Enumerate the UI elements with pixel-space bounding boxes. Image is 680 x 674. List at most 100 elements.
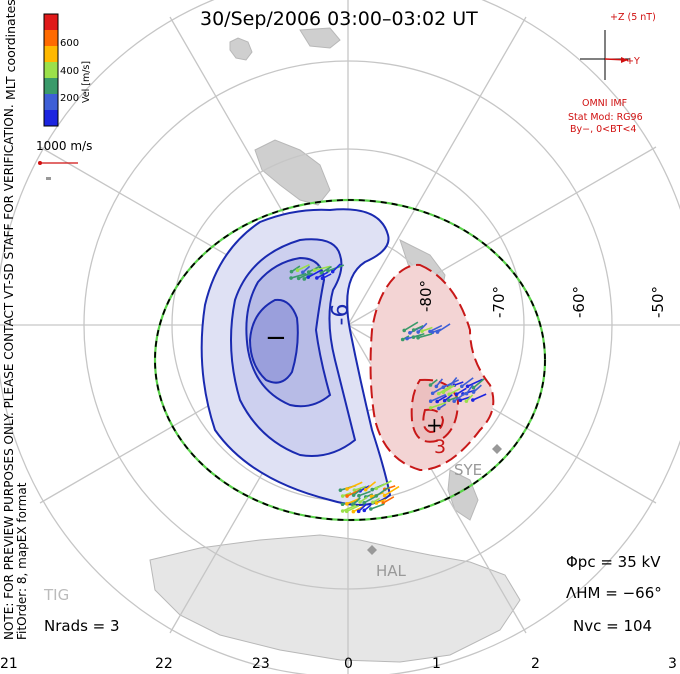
velocity-colorbar — [44, 14, 58, 127]
velocity-vector-dot — [330, 269, 335, 274]
velocity-vector-line — [417, 322, 428, 333]
station-label-hal: HAL — [376, 562, 406, 580]
velocity-vector-dot — [460, 384, 464, 389]
velocity-vector-dot — [458, 398, 463, 403]
velocity-vector-line — [472, 393, 487, 401]
velocity-vector-dot — [408, 330, 412, 335]
mlt-label-0: 0 — [344, 656, 353, 672]
verification-note: NOTE: FOR PREVIEW PURPOSES ONLY. PLEASE … — [2, 104, 16, 640]
velocity-vector-line — [438, 384, 452, 395]
hm-boundary — [153, 198, 547, 522]
velocity-vector-dot — [436, 391, 441, 396]
velocity-vector-dot — [464, 391, 469, 396]
velocity-vector-line — [472, 378, 485, 389]
velocity-vector-dot — [471, 385, 476, 390]
imf-z-label: +Z (5 nT) — [610, 12, 656, 23]
velocity-vector-dot — [301, 270, 305, 275]
velocity-vector-dot — [312, 268, 317, 272]
velocity-vector-line — [363, 495, 376, 504]
velocity-vector-dot — [345, 487, 349, 491]
velocity-vector-dot — [340, 509, 345, 513]
mlt-label-23: 23 — [252, 656, 270, 672]
latitude-label-50: -50° — [649, 286, 667, 318]
velocity-vector-dot — [340, 502, 345, 507]
mlt-label-3: 3 — [668, 656, 677, 672]
velocity-vector-dot — [295, 268, 300, 273]
velocity-vector-dot — [370, 487, 375, 492]
velocity-vector-dot — [471, 390, 476, 394]
velocity-vector-dot — [326, 269, 330, 273]
velocity-vector-dot — [289, 269, 294, 274]
colorbar-segment — [44, 94, 58, 111]
velocity-vector-line — [403, 321, 419, 332]
velocity-vector-line — [358, 490, 371, 497]
velocity-vector-dot — [369, 507, 373, 511]
velocity-vector-line — [436, 395, 448, 403]
positive-potential-cell — [369, 263, 495, 472]
velocity-vector-dot — [454, 392, 459, 396]
velocity-vector-line — [421, 326, 433, 332]
velocity-vector-dot — [302, 277, 307, 281]
velocity-vector-line — [467, 378, 483, 387]
velocity-vector-line — [297, 264, 310, 271]
contour-label-positive: 3 — [434, 436, 447, 458]
velocity-vector-dot — [369, 494, 374, 499]
velocity-vector-line — [314, 265, 331, 271]
colorbar-segment — [44, 46, 58, 63]
velocity-vector-line — [346, 481, 363, 490]
velocity-vector-dot — [435, 330, 440, 334]
velocity-vector-dot — [411, 328, 416, 332]
stat-hm-latitude: ΛHM = −66° — [566, 584, 662, 602]
velocity-vector-line — [437, 323, 451, 333]
stat-radar-count: Nrads = 3 — [44, 617, 120, 635]
velocity-vector-dot — [363, 487, 368, 492]
velocity-vector-line — [417, 333, 433, 339]
velocity-vector-line — [365, 481, 377, 491]
colorbar-segment — [44, 62, 58, 79]
velocity-vector-dot — [320, 276, 325, 281]
colorbar-label: Vel [m/s] — [81, 60, 92, 103]
velocity-vector-dot — [319, 271, 324, 275]
velocity-vector-dot — [374, 501, 379, 505]
velocity-vector-line — [375, 486, 390, 497]
map-title: 30/Sep/2006 03:00–03:02 UT — [200, 8, 478, 30]
velocity-vector-dot — [352, 488, 357, 492]
velocity-vector-dot — [464, 399, 469, 403]
velocity-vector-dot — [362, 508, 367, 513]
velocity-vector-dot — [351, 509, 356, 514]
velocity-vector-dot — [289, 276, 293, 280]
negative-potential-cell — [200, 208, 392, 506]
latitude-label-80: -80° — [417, 280, 435, 312]
coords-label: MLT coordinates — [3, 0, 18, 100]
velocity-vector-dot — [452, 399, 456, 404]
colorbar-segment — [44, 110, 58, 127]
fit-info: FitOrder: 8, mapEX format — [15, 482, 29, 640]
velocity-vector-dot — [434, 384, 439, 389]
velocity-vector-dot — [402, 328, 407, 333]
velocity-vector-dot — [411, 335, 416, 339]
velocity-vector-line — [354, 485, 367, 491]
velocity-vector-line — [342, 504, 357, 512]
velocity-vector-dot — [351, 493, 356, 497]
stat-vector-count: Nvc = 104 — [573, 617, 653, 635]
velocity-vector-dot — [358, 500, 362, 504]
mlt-label-21: 21 — [0, 656, 18, 672]
vector-scale-dot — [38, 161, 42, 165]
imf-model: Stat Mod: RG96 — [568, 112, 643, 123]
velocity-vectors — [289, 263, 487, 514]
velocity-vector-line — [382, 496, 395, 504]
scale-marker — [46, 177, 51, 180]
velocity-vector-dot — [435, 399, 439, 404]
velocity-vector-line — [456, 387, 467, 395]
velocity-vector-dot — [356, 509, 361, 514]
colorbar-segment — [44, 14, 58, 31]
velocity-vector-dot — [381, 501, 386, 505]
velocity-vector-dot — [296, 276, 301, 281]
colorbar-segment — [44, 30, 58, 47]
colorbar-segment — [44, 78, 58, 95]
velocity-vector-line — [320, 265, 332, 274]
velocity-vector-dot — [345, 494, 349, 498]
velocity-vector-dot — [374, 486, 379, 491]
velocity-vector-dot — [344, 509, 349, 514]
